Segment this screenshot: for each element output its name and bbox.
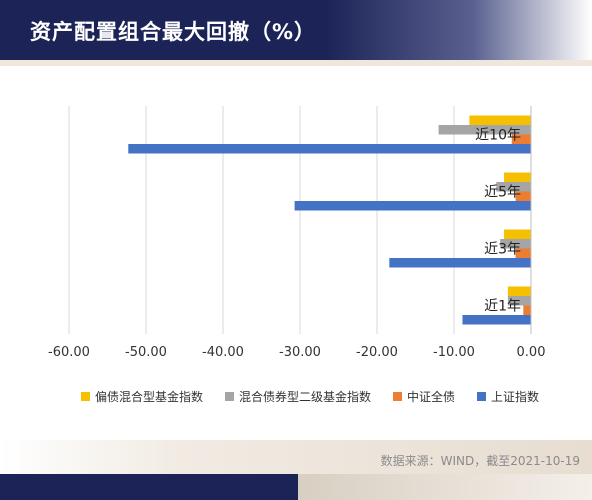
bar <box>438 125 531 135</box>
legend-swatch <box>393 392 402 401</box>
category-label: 近10年 <box>475 128 521 144</box>
data-source: 数据来源：WIND，截至2021-10-19 <box>380 454 580 468</box>
category-label: 近3年 <box>484 242 521 258</box>
legend-item: 上证指数 <box>477 388 539 405</box>
bar <box>515 191 531 201</box>
bar <box>507 296 531 306</box>
bar <box>515 248 531 258</box>
bar <box>294 201 531 211</box>
legend-swatch <box>224 392 234 401</box>
bar <box>523 305 531 315</box>
legend-label: 中证全债 <box>407 390 456 404</box>
x-tick-label: -20.00 <box>356 345 398 360</box>
chart-legend: 偏债混合型基金指数 混合债券型二级基金指数 中证全债 上证指数 <box>50 388 570 405</box>
legend-swatch <box>80 392 90 401</box>
legend-item: 偏债混合型基金指数 <box>80 388 203 405</box>
bar <box>507 286 531 296</box>
bar <box>462 315 531 325</box>
bar <box>496 182 531 192</box>
x-tick-label: -60.00 <box>48 345 90 360</box>
legend-item: 混合债券型二级基金指数 <box>224 388 371 405</box>
bar <box>504 229 531 239</box>
legend-label: 混合债券型二级基金指数 <box>238 390 371 404</box>
x-tick-label: 0.00 <box>517 345 546 360</box>
category-label: 近1年 <box>484 299 521 315</box>
legend-item: 中证全债 <box>393 388 455 405</box>
x-tick-label: -50.00 <box>125 345 167 360</box>
bar <box>389 258 531 268</box>
legend-label: 上证指数 <box>491 390 540 404</box>
bar-chart: -60.00 -50.00 -40.00 -30.00 -20.00 -10.00 0.00… <box>48 106 546 360</box>
x-tick-label: -40.00 <box>202 345 244 360</box>
bar <box>504 172 531 182</box>
bar <box>500 239 531 249</box>
footer-bar-left <box>0 474 298 500</box>
header-rule <box>0 60 592 66</box>
bar <box>469 115 531 125</box>
legend-label: 偏债混合型基金指数 <box>94 390 203 404</box>
footer-band <box>0 440 592 474</box>
chart-title: 资产配置组合最大回撤（%） <box>30 20 317 44</box>
x-tick-label: -30.00 <box>279 345 321 360</box>
x-tick-label: -10.00 <box>433 345 475 360</box>
footer-bar-right <box>298 474 592 500</box>
category-label: 近5年 <box>484 185 521 201</box>
header-band <box>0 0 592 60</box>
bar <box>511 134 531 144</box>
bar <box>128 144 532 154</box>
legend-swatch <box>477 392 487 401</box>
